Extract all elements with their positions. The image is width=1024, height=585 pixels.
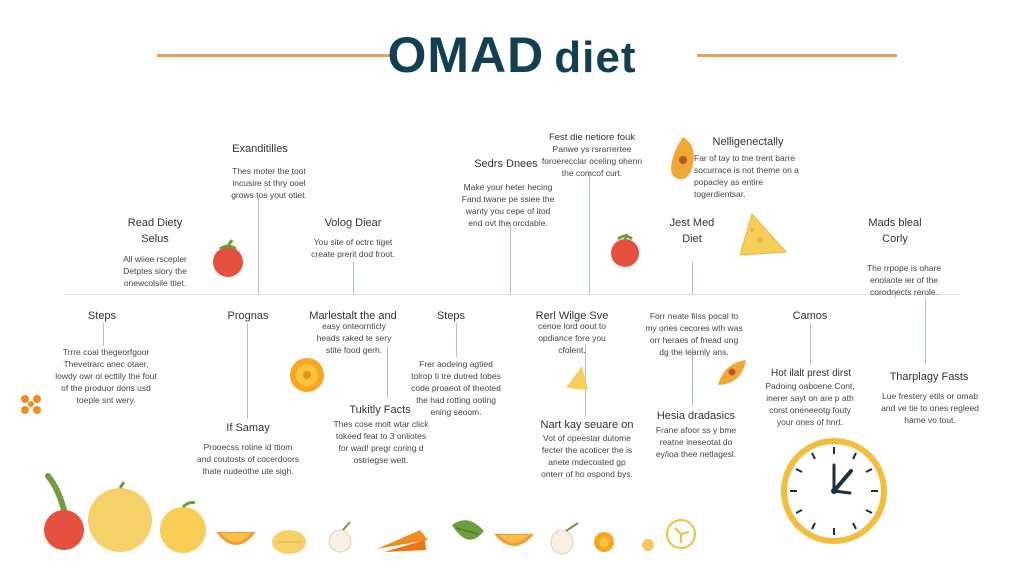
tomato-icon (213, 239, 243, 277)
orange-slice-icon (594, 532, 614, 552)
node-body: The rrpope is ohare enolaote ier of the … (866, 263, 942, 297)
connector (353, 262, 354, 294)
title-rule-left (157, 54, 397, 57)
node-body: Frane afoor ss y bme reatne ineseotat do… (655, 425, 737, 459)
connector (589, 172, 590, 294)
node-body: You site of octrc tiget create prerit do… (311, 237, 395, 259)
connector (247, 323, 248, 419)
node-body: Make your heter hecing Fand twane pe ssi… (461, 182, 555, 228)
node-heading: Sedrs Dnees (474, 158, 538, 170)
node-body: Forr neate fiiss pocal to my ones cecore… (645, 311, 743, 357)
carrot-icon (377, 530, 428, 552)
title-rule-right (697, 54, 897, 57)
radish-icon (550, 522, 579, 555)
node-body: Vot of opeestar dutome fecter the acotic… (541, 433, 633, 479)
garlic-icon (328, 521, 352, 553)
node-heading: Steps (87, 310, 117, 322)
node-heading: Nart kay seuare on (540, 419, 634, 431)
node-body: Frer aodeing agtied tolrop ti tre dutred… (411, 359, 501, 417)
node-heading: Mads bleal Corly (868, 217, 922, 245)
node-heading: Nelligenectally (712, 136, 784, 148)
yellow-apple-icon (88, 481, 152, 552)
node-heading: Camos (792, 310, 828, 322)
connector (456, 323, 457, 357)
connector (387, 346, 388, 398)
node-heading: Jest Med Diet (669, 217, 715, 245)
flower-icon (21, 395, 41, 414)
node-heading: Rerl Wilge Sve (535, 310, 609, 322)
connector (692, 348, 693, 406)
squash-slice-icon (718, 360, 746, 385)
connector (510, 222, 511, 294)
connector (692, 262, 693, 294)
tomato-icon (611, 233, 639, 267)
node-heading: Hot ilalt prest dirst (770, 368, 852, 379)
node-body: All wiiee rscepler Detptes siory the one… (123, 254, 187, 288)
node-body: cenoe lord oout to opdiance fore you cfo… (537, 321, 607, 355)
node-heading: Exanditilles (232, 143, 288, 155)
node-heading: Steps (436, 310, 466, 322)
melon-slice-icon (216, 532, 256, 545)
node-heading: Volog Diear (324, 217, 382, 229)
citrus-icon (666, 519, 696, 549)
timeline-axis (65, 294, 960, 295)
node-heading: Hesia dradasics (656, 410, 736, 422)
connector (103, 323, 104, 346)
node-heading: Tharplagy Fasts (889, 371, 969, 383)
node-heading: Marlestalt the and (309, 310, 397, 322)
yellow-apple-icon (160, 501, 206, 553)
leaf-icon (452, 520, 484, 540)
node-body: Thes moter the toot incusire st thry ooe… (231, 166, 307, 200)
connector (810, 323, 811, 365)
connector (258, 198, 259, 294)
orange-slice-icon (290, 358, 324, 392)
cheese-piece-icon (566, 366, 588, 390)
node-heading: Tukitly Facts (349, 404, 411, 416)
dot-icon (642, 539, 654, 551)
connector (895, 292, 896, 298)
node-heading: Prognas (227, 310, 269, 322)
page-title: OMAD diet (0, 26, 1024, 84)
cheese-wedge-icon (739, 212, 788, 256)
apple-icon (44, 473, 84, 550)
node-body: Far of tay to tne trent barre socurrace … (694, 153, 799, 199)
node-body: Padoing oaboene Cont, inerer sayt on are… (765, 381, 855, 427)
title-suffix: diet (554, 33, 637, 82)
connector (925, 298, 926, 364)
node-body: Trrre coal thegeorfgoor Thevetrarc anec … (55, 347, 157, 405)
lemon-icon (272, 530, 306, 554)
node-body: Prooecss rotine id ttiom and coutosts of… (196, 442, 300, 476)
node-body: Lue frestery etils or omab and ve tie to… (881, 391, 979, 425)
clock-icon (781, 438, 887, 544)
title-main: OMAD (387, 27, 545, 83)
melon-slice-icon (494, 534, 534, 546)
node-body: easy onteornticly heads raked te sery st… (316, 321, 392, 355)
node-heading: Read Diety Selus (127, 217, 183, 245)
node-heading: If Samay (226, 422, 270, 434)
node-body: Panwe ys rsrarrertee foroerecclar ocelin… (541, 144, 643, 178)
node-heading: Fest die netiore fouk (548, 132, 636, 143)
node-body: Thes cose molt wtar click tokeed feat to… (333, 419, 429, 465)
squash-icon (671, 137, 694, 180)
